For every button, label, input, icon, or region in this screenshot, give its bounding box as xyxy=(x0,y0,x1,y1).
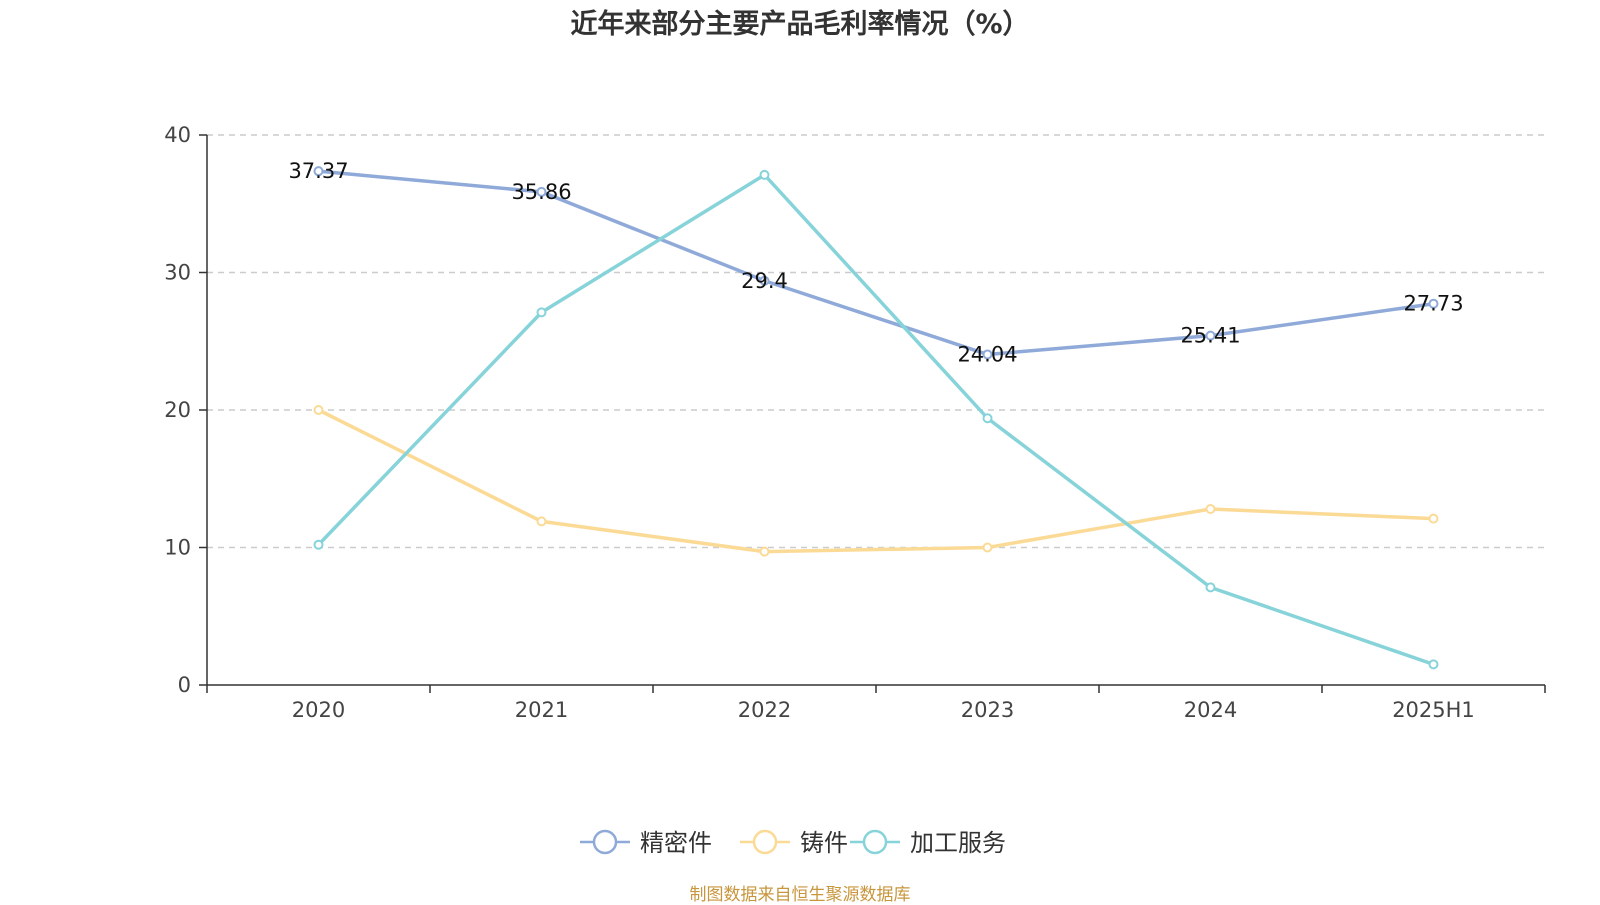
series-line-3 xyxy=(317,173,1435,667)
data-point xyxy=(1205,330,1216,341)
data-point xyxy=(759,169,770,180)
data-point xyxy=(313,405,324,415)
data-point xyxy=(982,349,993,360)
data-point xyxy=(1428,659,1439,670)
data-label: 29.4 xyxy=(741,269,788,293)
data-label: 25.41 xyxy=(1180,324,1240,348)
y-tick-label: 30 xyxy=(164,261,191,285)
data-label: 24.04 xyxy=(957,342,1017,366)
legend-marker xyxy=(752,829,778,855)
y-tick-label: 10 xyxy=(164,536,191,560)
legend-label: 铸件 xyxy=(800,829,848,857)
x-tick-label: 2022 xyxy=(738,698,791,722)
data-point xyxy=(982,542,993,553)
y-tick-label: 0 xyxy=(178,673,191,697)
data-point xyxy=(982,413,993,424)
data-point xyxy=(1205,582,1216,593)
legend-marker xyxy=(592,829,618,855)
data-point xyxy=(759,275,770,286)
data-label: 35.86 xyxy=(511,180,571,204)
source-note: 制图数据来自恒生聚源数据库 xyxy=(689,885,911,905)
x-tick-label: 2024 xyxy=(1184,698,1237,722)
legend-label: 加工服务 xyxy=(910,829,1006,857)
data-point xyxy=(759,546,770,557)
data-point xyxy=(1428,298,1439,309)
data-point xyxy=(1205,504,1216,514)
y-tick-label: 40 xyxy=(164,123,191,147)
y-tick-label: 20 xyxy=(164,398,191,422)
series-line-1 xyxy=(318,169,1434,357)
data-point xyxy=(536,186,547,197)
x-tick-label: 2020 xyxy=(292,698,345,722)
x-tick-label: 2021 xyxy=(515,698,568,722)
legend-marker xyxy=(862,829,888,855)
chart-title: 近年来部分主要产品毛利率情况（%） xyxy=(570,9,1030,40)
series-line-2 xyxy=(317,408,1434,554)
data-label: 37.37 xyxy=(288,159,348,183)
data-point xyxy=(313,166,324,177)
data-point xyxy=(536,307,547,318)
legend-label: 精密件 xyxy=(640,829,712,857)
x-tick-label: 2023 xyxy=(961,698,1014,722)
data-point xyxy=(313,539,324,550)
data-label: 27.73 xyxy=(1403,292,1463,316)
data-point xyxy=(1428,513,1439,524)
x-tick-label: 2025H1 xyxy=(1392,698,1475,722)
data-point xyxy=(536,516,547,527)
